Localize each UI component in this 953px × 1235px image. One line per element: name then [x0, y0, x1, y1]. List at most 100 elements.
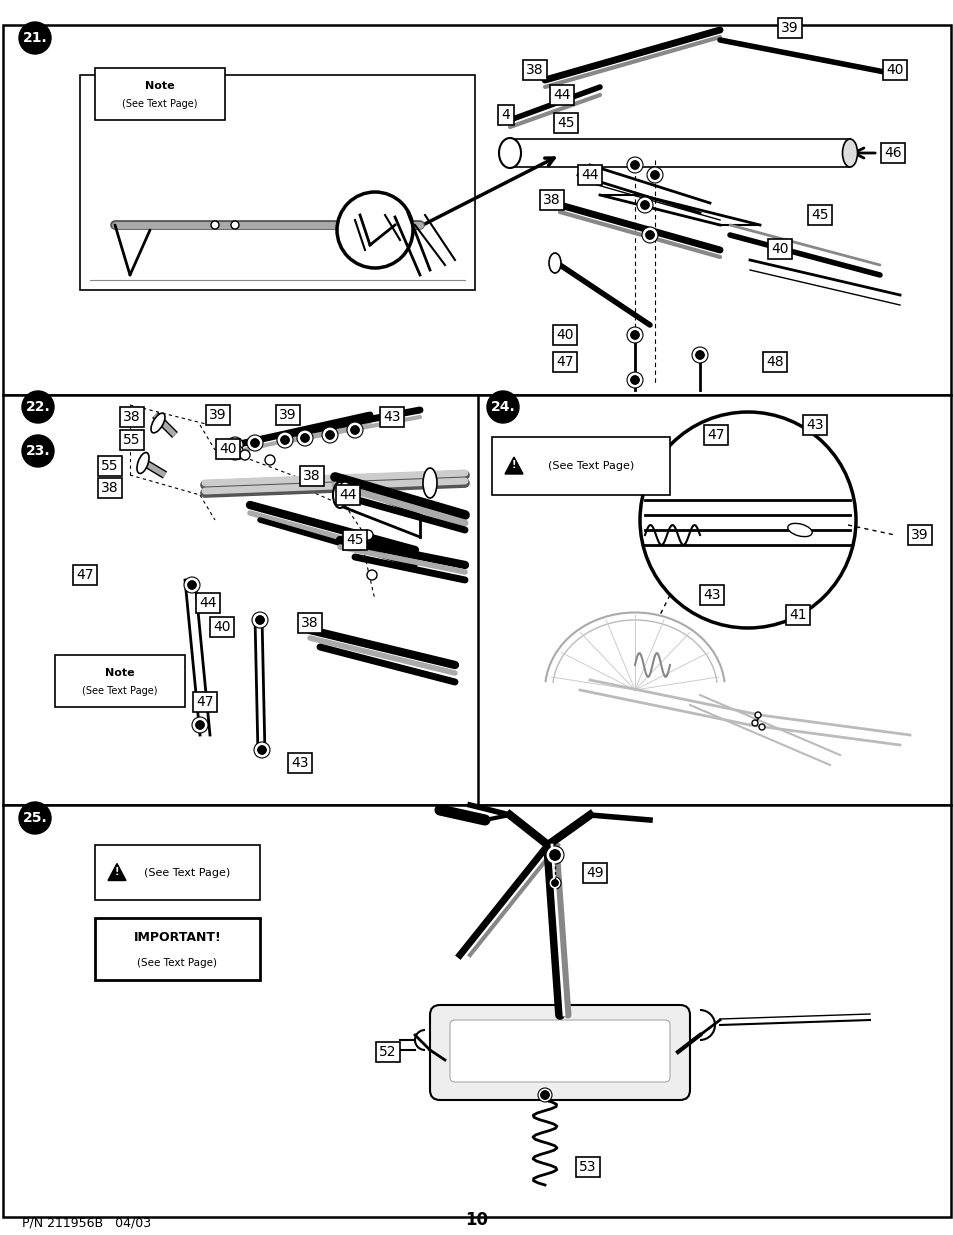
Circle shape [247, 435, 263, 451]
Circle shape [363, 530, 373, 540]
Circle shape [639, 412, 855, 629]
Text: 45: 45 [810, 207, 828, 222]
Circle shape [192, 718, 208, 734]
Polygon shape [108, 863, 126, 881]
Text: 38: 38 [542, 193, 560, 207]
Circle shape [367, 571, 376, 580]
Circle shape [630, 375, 639, 384]
Circle shape [188, 580, 195, 589]
Text: 38: 38 [526, 63, 543, 77]
Text: 40: 40 [885, 63, 902, 77]
Ellipse shape [422, 468, 436, 498]
Circle shape [696, 351, 703, 359]
Text: 43: 43 [805, 417, 822, 432]
Circle shape [630, 331, 639, 338]
Circle shape [645, 231, 654, 240]
Circle shape [253, 742, 270, 758]
Circle shape [351, 426, 358, 433]
Text: (See Text Page): (See Text Page) [122, 99, 197, 110]
Text: 43: 43 [702, 588, 720, 601]
Ellipse shape [787, 524, 811, 537]
Circle shape [650, 170, 659, 179]
Text: 43: 43 [291, 756, 309, 769]
Circle shape [251, 438, 258, 447]
Circle shape [231, 221, 239, 228]
Circle shape [227, 445, 243, 459]
Circle shape [195, 721, 204, 729]
Bar [95, 845, 260, 900]
Bar [492, 437, 669, 495]
Text: 10: 10 [465, 1212, 488, 1229]
Text: 25.: 25. [23, 811, 48, 825]
Circle shape [231, 448, 239, 456]
Ellipse shape [498, 138, 520, 168]
Text: 47: 47 [76, 568, 93, 582]
Text: 38: 38 [301, 616, 318, 630]
Text: 44: 44 [580, 168, 598, 182]
Text: 53: 53 [578, 1160, 597, 1174]
Circle shape [754, 713, 760, 718]
Bar [95, 918, 260, 981]
Bar [3, 25, 950, 395]
Circle shape [252, 613, 268, 629]
Text: 55: 55 [123, 433, 141, 447]
Circle shape [347, 422, 363, 438]
Circle shape [296, 430, 313, 446]
Circle shape [545, 846, 563, 864]
Circle shape [691, 347, 707, 363]
Circle shape [641, 227, 658, 243]
Bar [3, 805, 950, 1216]
Ellipse shape [841, 140, 857, 167]
Circle shape [630, 331, 639, 338]
Circle shape [637, 198, 652, 212]
Circle shape [188, 580, 195, 589]
Circle shape [22, 435, 54, 467]
Text: 47: 47 [706, 429, 724, 442]
Text: (See Text Page): (See Text Page) [82, 687, 157, 697]
Text: 44: 44 [553, 88, 570, 103]
Bar [3, 395, 950, 805]
Text: Note: Note [145, 82, 174, 91]
Ellipse shape [137, 452, 149, 473]
Text: 45: 45 [346, 534, 363, 547]
Circle shape [336, 191, 413, 268]
Text: (See Text Page): (See Text Page) [144, 867, 231, 878]
Text: 45: 45 [557, 116, 574, 130]
Circle shape [550, 850, 559, 860]
Polygon shape [504, 457, 522, 474]
Circle shape [552, 881, 558, 885]
Text: 40: 40 [770, 242, 788, 256]
Circle shape [231, 448, 239, 456]
Text: 43: 43 [383, 410, 400, 424]
Text: Note: Note [105, 668, 134, 678]
Circle shape [257, 746, 266, 755]
Circle shape [640, 201, 648, 209]
Text: 38: 38 [303, 469, 320, 483]
Circle shape [640, 201, 648, 209]
Circle shape [184, 577, 200, 593]
Ellipse shape [151, 414, 165, 432]
Text: 40: 40 [213, 620, 231, 634]
Text: !: ! [114, 867, 119, 877]
Circle shape [537, 1088, 552, 1102]
Circle shape [630, 375, 639, 384]
Circle shape [550, 850, 559, 860]
Circle shape [255, 616, 264, 624]
Text: 52: 52 [379, 1045, 396, 1058]
Circle shape [540, 1091, 548, 1099]
Ellipse shape [548, 253, 560, 273]
Circle shape [195, 721, 204, 729]
Text: 21.: 21. [23, 31, 48, 44]
Circle shape [552, 881, 558, 885]
Bar [80, 75, 475, 290]
Circle shape [351, 426, 358, 433]
Text: 39: 39 [910, 529, 928, 542]
Circle shape [322, 427, 337, 443]
Circle shape [251, 438, 258, 447]
Circle shape [281, 436, 289, 445]
Circle shape [646, 167, 662, 183]
Circle shape [626, 157, 642, 173]
Text: (See Text Page): (See Text Page) [547, 461, 634, 471]
Ellipse shape [333, 482, 347, 508]
Circle shape [751, 720, 758, 726]
